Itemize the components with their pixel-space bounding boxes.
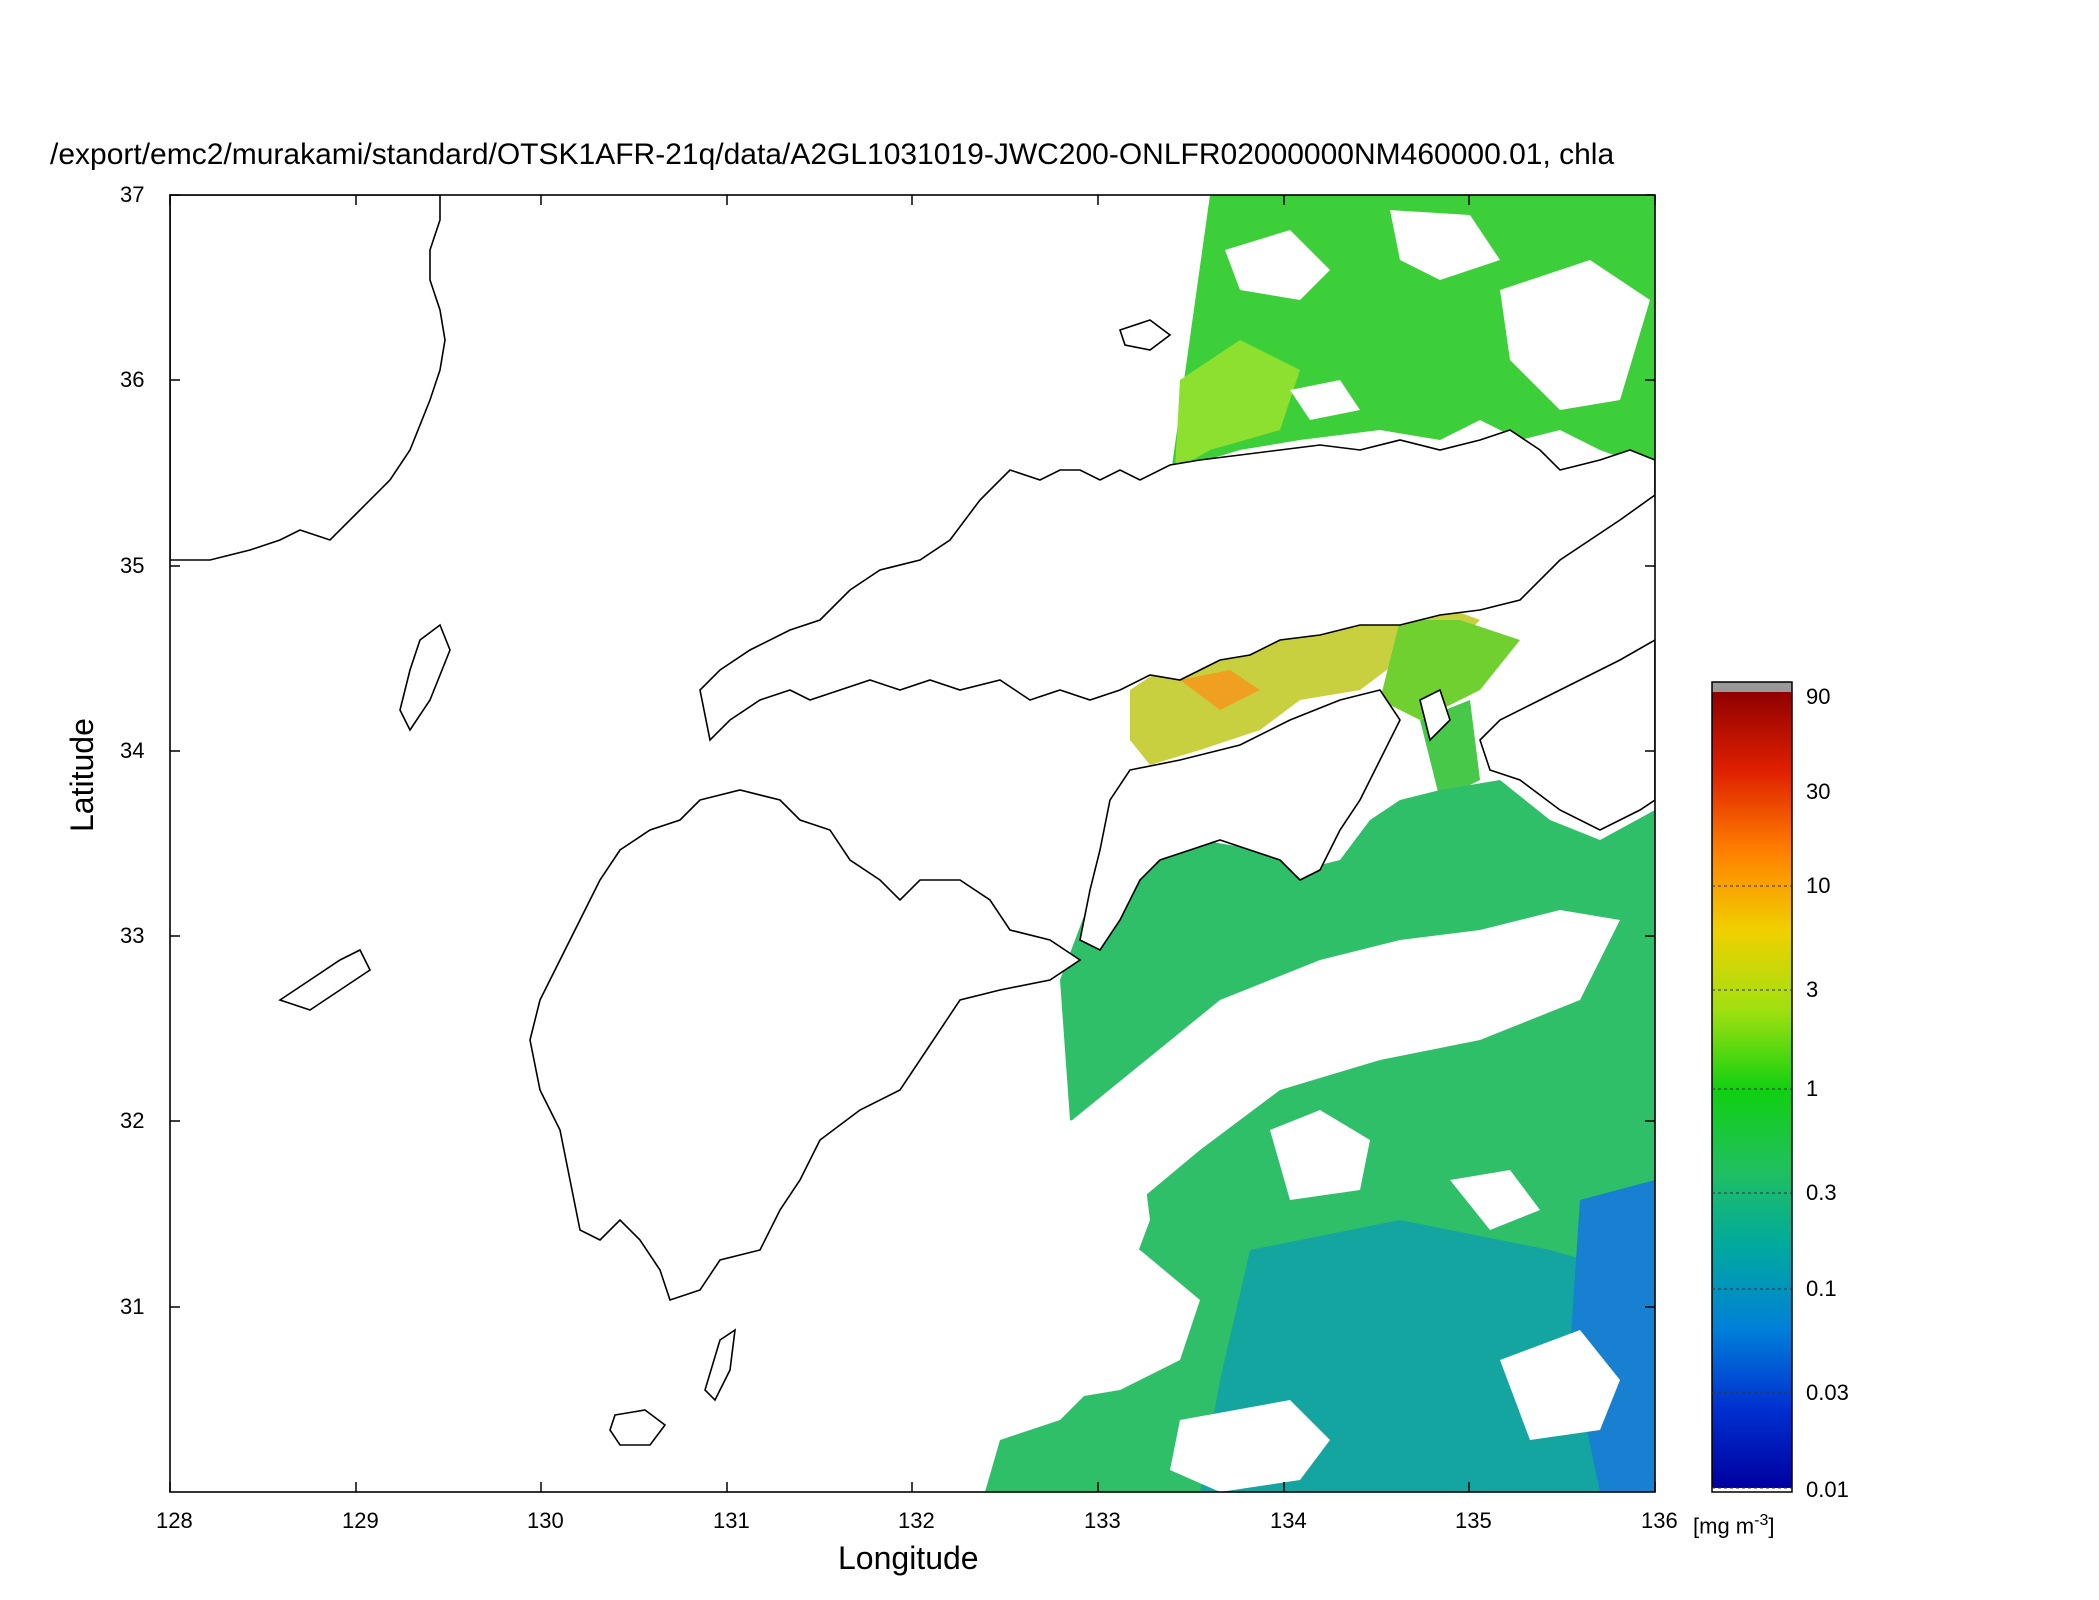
colorbar-tick-label: 3 [1806, 977, 1819, 1002]
cloud-north-3 [1500, 260, 1650, 410]
colorbar-overflow [1712, 682, 1792, 692]
x-axis-ticks [169, 195, 1656, 1492]
x-tick-label: 132 [898, 1508, 935, 1533]
tsushima [399, 623, 451, 732]
seto-inland-orange [1180, 670, 1260, 710]
seto-inland-east [1380, 620, 1520, 720]
x-tick-label: 130 [527, 1508, 564, 1533]
cloud-pacific-2 [1270, 1110, 1370, 1200]
shikoku-land [1079, 689, 1401, 952]
awaji-island [1419, 688, 1451, 742]
x-tick-label: 136 [1641, 1508, 1678, 1533]
colorbar [1711, 681, 1793, 1493]
plot-title: /export/emc2/murakami/standard/OTSK1AFR-… [50, 138, 1615, 171]
y-tick-label: 32 [120, 1108, 145, 1133]
colorbar-tick-label: 0.01 [1806, 1477, 1849, 1502]
x-tick-label: 133 [1084, 1508, 1121, 1533]
oki-island [1118, 319, 1172, 351]
cloud-north-1 [1225, 230, 1330, 300]
cloud-pacific-6 [1450, 1170, 1540, 1230]
x-tick-label: 135 [1455, 1508, 1492, 1533]
colorbar-tick-label: 0.1 [1806, 1276, 1837, 1301]
kii-peninsula [1479, 639, 1655, 831]
cloud-north-2 [1390, 210, 1500, 280]
y-axis-ticks [170, 194, 1655, 1308]
x-tick-label: 128 [156, 1508, 193, 1533]
x-tick-label: 129 [342, 1508, 379, 1533]
colorbar-unit-label: [mg m-3] [1693, 1512, 1775, 1539]
colorbar-ramp [1712, 692, 1792, 1488]
colorbar-tick-label: 0.3 [1806, 1180, 1837, 1205]
y-tick-label: 34 [120, 738, 145, 763]
colorbar-frame [1711, 681, 1793, 1493]
y-tick-label: 37 [120, 182, 145, 207]
x-tick-label: 131 [713, 1508, 750, 1533]
goto-islands [278, 948, 372, 1011]
colorbar-tick-label: 0.03 [1806, 1380, 1849, 1405]
colorbar-tick-label: 1 [1806, 1076, 1819, 1101]
kyushu-land [529, 789, 1082, 1302]
coastlines [170, 195, 1655, 1446]
y-tick-label: 33 [120, 923, 145, 948]
chlorophyll-field [170, 195, 1655, 1492]
cloud-pacific-5 [1500, 1330, 1620, 1440]
x-tick-label: 134 [1270, 1508, 1307, 1533]
y-tick-label: 35 [120, 553, 145, 578]
swath-north-light [1175, 340, 1300, 470]
colorbar-underflow [1712, 1488, 1792, 1492]
cloud-pacific-1 [1060, 910, 1620, 1200]
cloud-pacific-4 [1170, 1400, 1330, 1492]
colorbar-tick-label: 10 [1806, 873, 1831, 898]
korea-land [170, 195, 446, 561]
colorbar-gridlines [1712, 885, 1792, 1489]
honshu-land [699, 429, 1655, 742]
x-axis-title: Longitude [838, 1540, 979, 1576]
y-axis-title: Latitude [64, 718, 100, 832]
cloud-north-4 [1290, 380, 1360, 420]
colorbar-tick-label: 30 [1806, 779, 1831, 804]
y-tick-label: 36 [120, 367, 145, 392]
tanegashima [704, 1328, 737, 1402]
y-tick-label: 31 [120, 1294, 145, 1319]
yakushima [609, 1409, 667, 1446]
seto-inland [1130, 605, 1480, 765]
colorbar-tick-label: 90 [1806, 684, 1831, 709]
cloud-pacific-3 [1030, 1240, 1200, 1400]
